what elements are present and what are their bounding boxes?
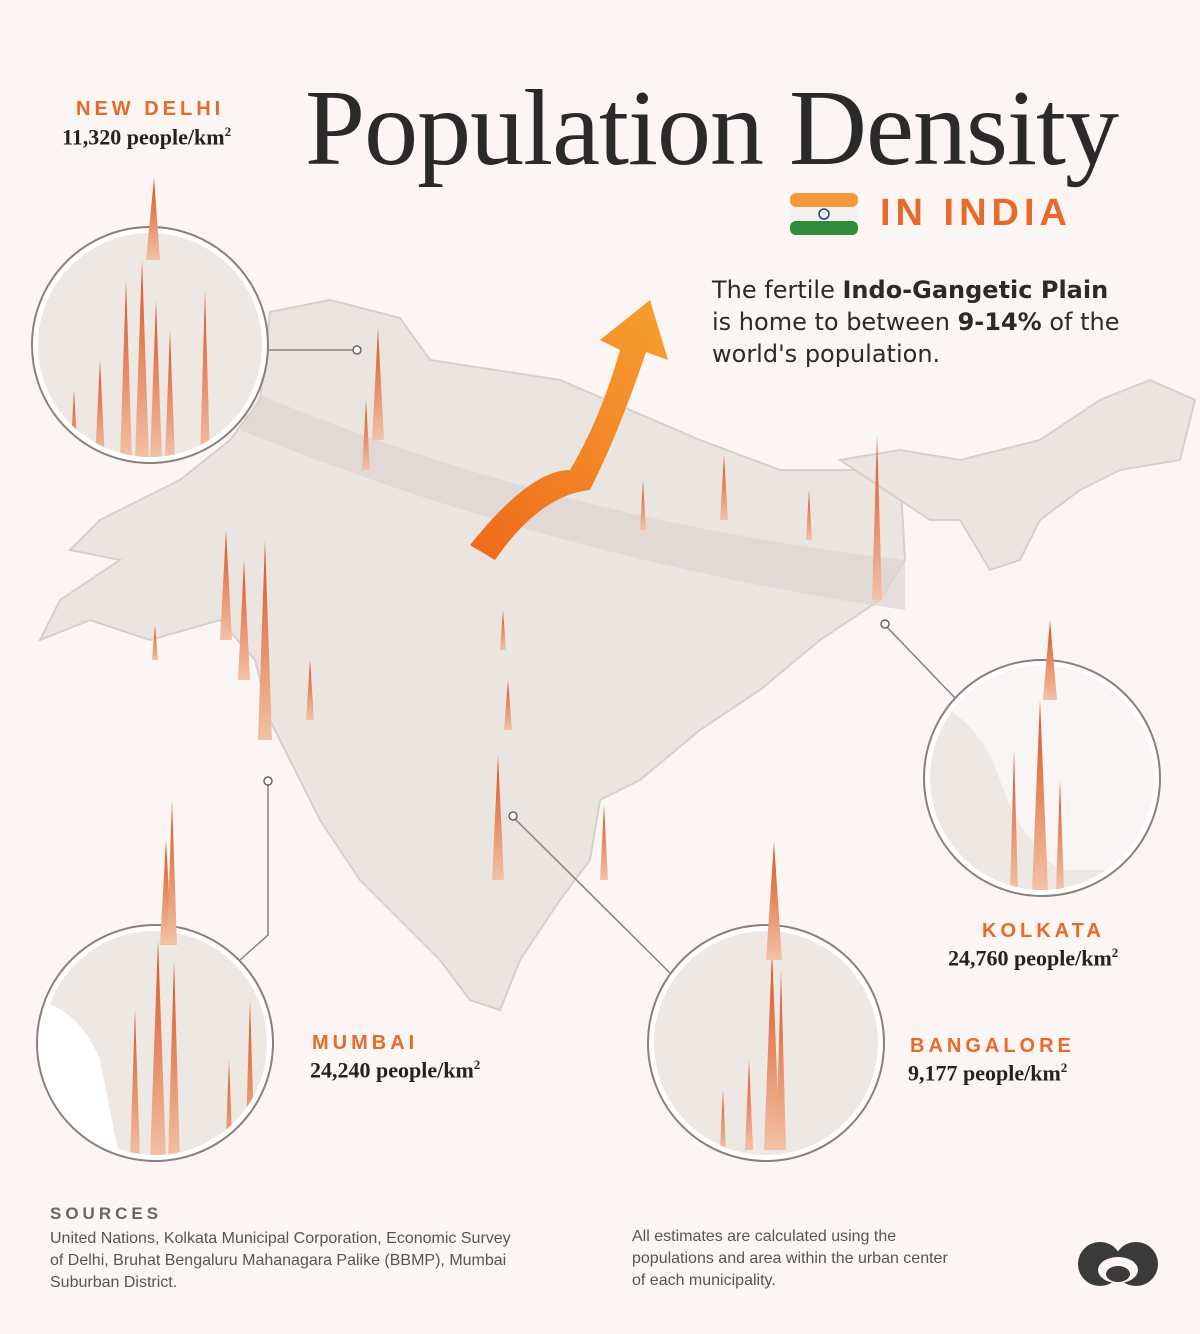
connector-lines [239,349,956,976]
bangalore-density: 9,177 people/km2 [908,1060,1068,1086]
bangalore-label: BANGALORE [910,1035,1075,1057]
visual-capitalist-logo-icon [1078,1242,1158,1286]
kolkata-density: 24,760 people/km2 [948,945,1119,971]
northeast-region [837,378,1197,572]
map-spikes [152,328,882,880]
new-delhi-zoom-circle [31,178,269,464]
methodology-note: All estimates are calculated using the p… [632,1228,948,1289]
mumbai-zoom-circle [36,800,274,1162]
callout-bold-percent: 9-14% [957,308,1042,336]
indo-gangetic-band [240,395,905,610]
india-landmass [37,298,907,1012]
indo-gangetic-callout: The fertile Indo-Gangetic Plain is home … [712,276,1120,368]
bangalore-zoom-circle [647,842,885,1162]
mumbai-density: 24,240 people/km2 [310,1057,481,1083]
kolkata-label: KOLKATA [982,920,1105,942]
new-delhi-label: NEW DELHI [76,98,225,120]
sources-text: United Nations, Kolkata Municipal Corpor… [50,1230,511,1291]
new-delhi-density: 11,320 people/km2 [62,124,232,150]
mumbai-label: MUMBAI [312,1032,419,1054]
callout-bold-region: Indo-Gangetic Plain [842,276,1109,304]
curved-arrow-icon [470,300,668,560]
page-subtitle: IN INDIA [880,192,1072,234]
page-title: Population Density [305,69,1119,188]
india-flag-icon [790,193,858,235]
sources-heading: SOURCES [50,1204,163,1223]
kolkata-zoom-circle [923,620,1161,897]
